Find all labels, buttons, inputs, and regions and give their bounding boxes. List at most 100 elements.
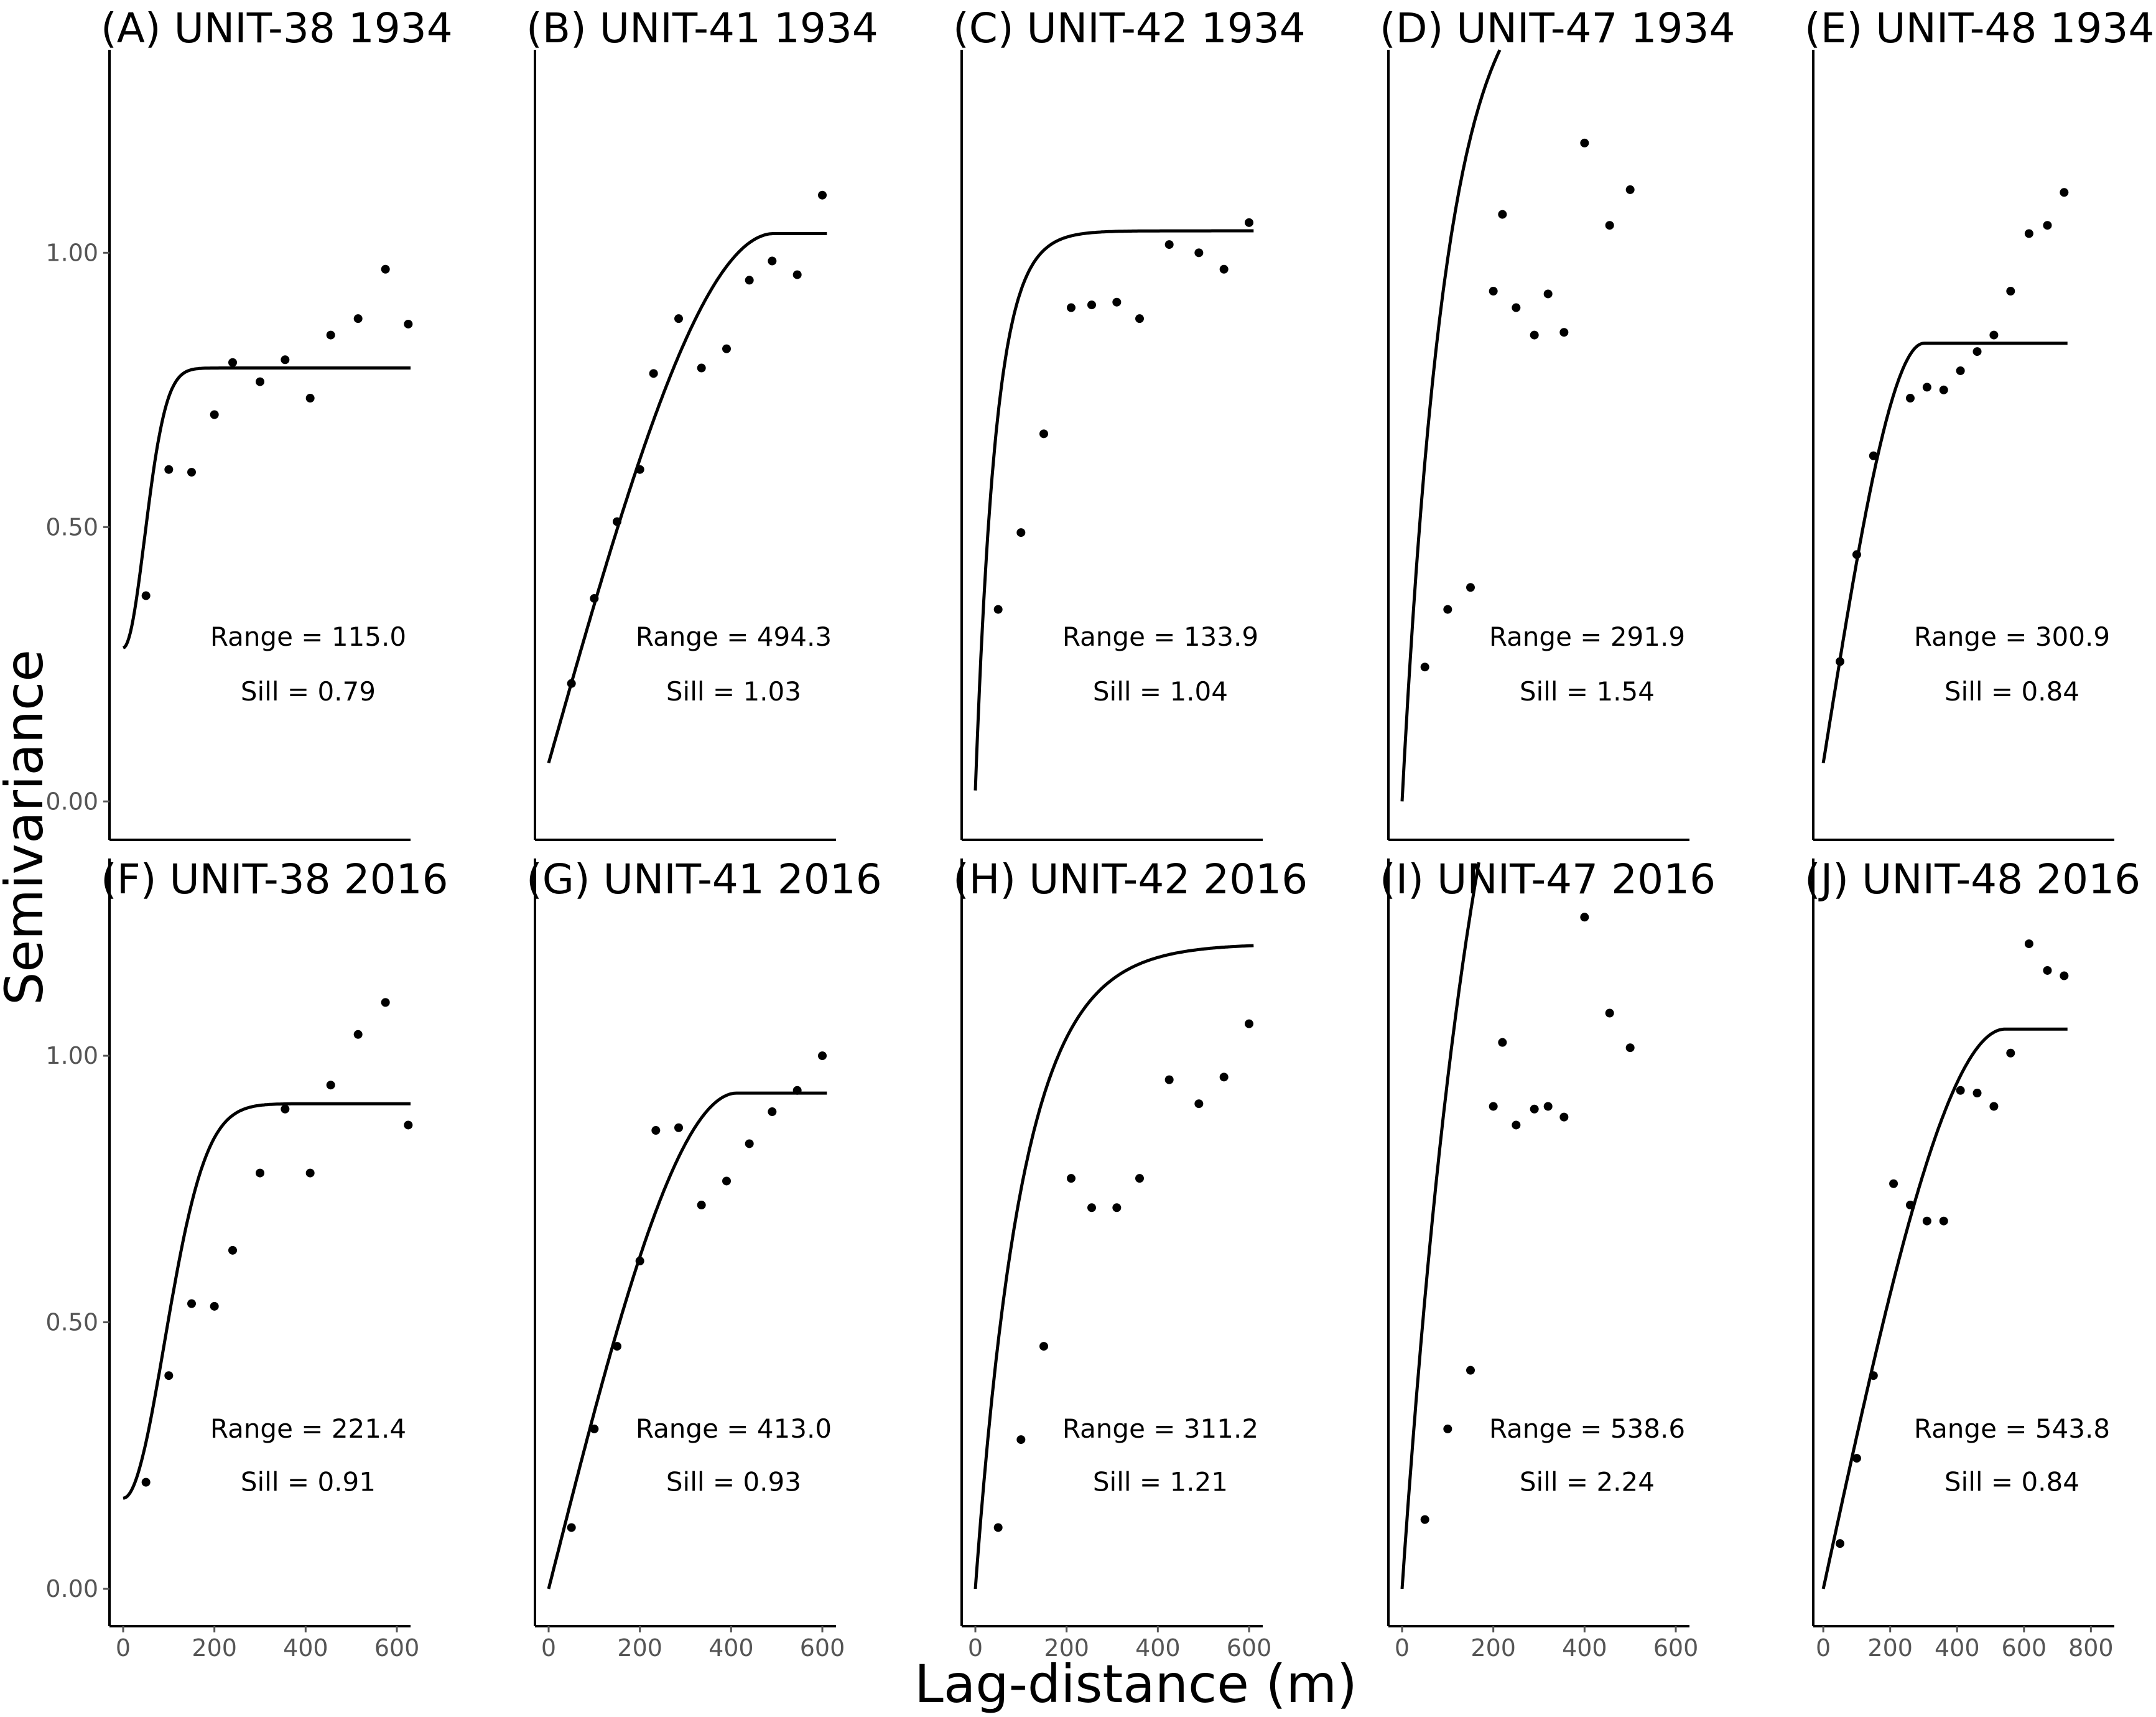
data-point xyxy=(1219,264,1229,274)
data-point xyxy=(1498,210,1507,219)
range-label: Range = 494.3 xyxy=(636,621,832,652)
data-point xyxy=(164,1371,174,1380)
fitted-model-line xyxy=(547,1091,827,1589)
data-point xyxy=(281,355,290,365)
panel-c: (C) UNIT-42 1934 Range = 133.9 Sill = 1.04 xyxy=(953,4,1306,841)
data-point xyxy=(1580,138,1589,147)
x-tick-label: 800 xyxy=(2068,1634,2114,1662)
data-point xyxy=(697,363,706,373)
y-tick-label: 0.50 xyxy=(45,1309,98,1336)
data-point xyxy=(1443,1424,1452,1433)
data-point xyxy=(1498,1038,1507,1047)
data-point xyxy=(792,1086,802,1095)
data-point xyxy=(1016,1435,1026,1445)
data-point xyxy=(381,998,390,1007)
data-point xyxy=(1852,550,1861,559)
data-point xyxy=(1559,1112,1569,1122)
fitted-model-line xyxy=(123,1102,411,1500)
data-point xyxy=(768,256,777,266)
panel-grid: (A) UNIT-38 1934 0.00 0.50 1.00 Range = 115.… xyxy=(45,4,2154,1662)
data-point xyxy=(590,593,599,603)
data-point xyxy=(1836,657,1845,666)
x-tick-label: 600 xyxy=(1653,1634,1699,1662)
data-point xyxy=(1605,1008,1614,1018)
range-label: Range = 291.9 xyxy=(1489,621,1685,652)
data-point xyxy=(635,1256,644,1265)
x-tick-label: 0 xyxy=(116,1634,131,1662)
data-point xyxy=(256,377,264,386)
data-point xyxy=(1067,1174,1076,1183)
data-point xyxy=(1112,1203,1122,1212)
data-point xyxy=(1039,1342,1048,1351)
data-point xyxy=(2006,1048,2015,1058)
data-point xyxy=(281,1104,290,1114)
x-tick-label: 0 xyxy=(541,1634,556,1662)
data-point xyxy=(353,1030,363,1039)
x-axis-title: Lag-distance (m) xyxy=(914,1654,1357,1715)
x-tick-label: 600 xyxy=(2002,1634,2047,1662)
data-point xyxy=(1087,1203,1096,1212)
data-point xyxy=(635,465,644,474)
data-point xyxy=(228,358,237,367)
x-tick-label: 0 xyxy=(1395,1634,1410,1662)
data-point xyxy=(1625,185,1635,194)
data-point xyxy=(1972,347,1982,356)
data-point xyxy=(1135,1174,1144,1183)
panel-title: (I) UNIT-47 2016 xyxy=(1380,855,1716,903)
data-point xyxy=(567,679,576,688)
data-point xyxy=(1219,1073,1229,1082)
panel-h: (H) UNIT-42 2016 0 200 400 600 Range = 311.2 S… xyxy=(953,855,1308,1662)
x-tick-label: 600 xyxy=(1227,1634,1272,1662)
data-point xyxy=(404,319,413,328)
panel-d: (D) UNIT-47 1934 Range = 291.9 Sill = 1.54 xyxy=(1380,4,1735,841)
x-tick-label: 200 xyxy=(1471,1634,1516,1662)
panel-title: (H) UNIT-42 2016 xyxy=(953,855,1308,903)
panel-title: (B) UNIT-41 1934 xyxy=(526,4,878,52)
y-tick-label: 1.00 xyxy=(45,1042,98,1069)
x-tick-label: 600 xyxy=(374,1634,420,1662)
data-point xyxy=(326,330,335,340)
data-point xyxy=(674,1123,683,1132)
data-point xyxy=(590,1424,599,1433)
data-point xyxy=(792,270,802,279)
y-tick-label: 0.50 xyxy=(45,513,98,541)
data-point xyxy=(256,1168,264,1178)
data-point xyxy=(1420,1515,1429,1524)
data-point xyxy=(1580,913,1589,922)
data-point xyxy=(1512,303,1521,312)
x-tick-label: 400 xyxy=(1562,1634,1607,1662)
data-point xyxy=(2024,939,2033,949)
data-point xyxy=(1543,1102,1553,1111)
sill-label: Sill = 2.24 xyxy=(1520,1466,1655,1497)
data-point xyxy=(993,1523,1003,1532)
range-label: Range = 133.9 xyxy=(1062,621,1258,652)
data-point xyxy=(651,1126,661,1135)
data-point xyxy=(1905,394,1915,403)
data-point xyxy=(1530,330,1539,340)
data-point xyxy=(1245,218,1253,227)
data-point xyxy=(2060,188,2069,197)
data-point xyxy=(1530,1104,1539,1114)
sill-label: Sill = 1.21 xyxy=(1093,1466,1228,1497)
range-label: Range = 300.9 xyxy=(1914,621,2110,652)
data-point xyxy=(1067,303,1076,312)
panel-a: (A) UNIT-38 1934 0.00 0.50 1.00 Range = 115.… xyxy=(45,4,453,841)
data-point xyxy=(381,264,390,274)
data-point xyxy=(1922,383,1931,392)
data-point xyxy=(1869,1371,1878,1380)
data-point xyxy=(993,605,1003,614)
data-point xyxy=(1939,385,1948,394)
data-point xyxy=(1164,1075,1174,1084)
data-point xyxy=(141,591,151,600)
sill-label: Sill = 0.93 xyxy=(666,1466,801,1497)
data-point xyxy=(818,190,827,200)
panel-j: (J) UNIT-48 2016 0 200 400 600 800 Range = 543… xyxy=(1805,855,2140,1662)
data-point xyxy=(697,1201,706,1210)
data-point xyxy=(1605,221,1614,230)
panel-title: (F) UNIT-38 2016 xyxy=(101,855,448,903)
data-point xyxy=(1039,429,1048,439)
fitted-model-line xyxy=(1821,1027,2068,1589)
data-point xyxy=(210,1301,219,1311)
panel-title: (D) UNIT-47 1934 xyxy=(1380,4,1735,52)
data-point xyxy=(1016,528,1026,537)
